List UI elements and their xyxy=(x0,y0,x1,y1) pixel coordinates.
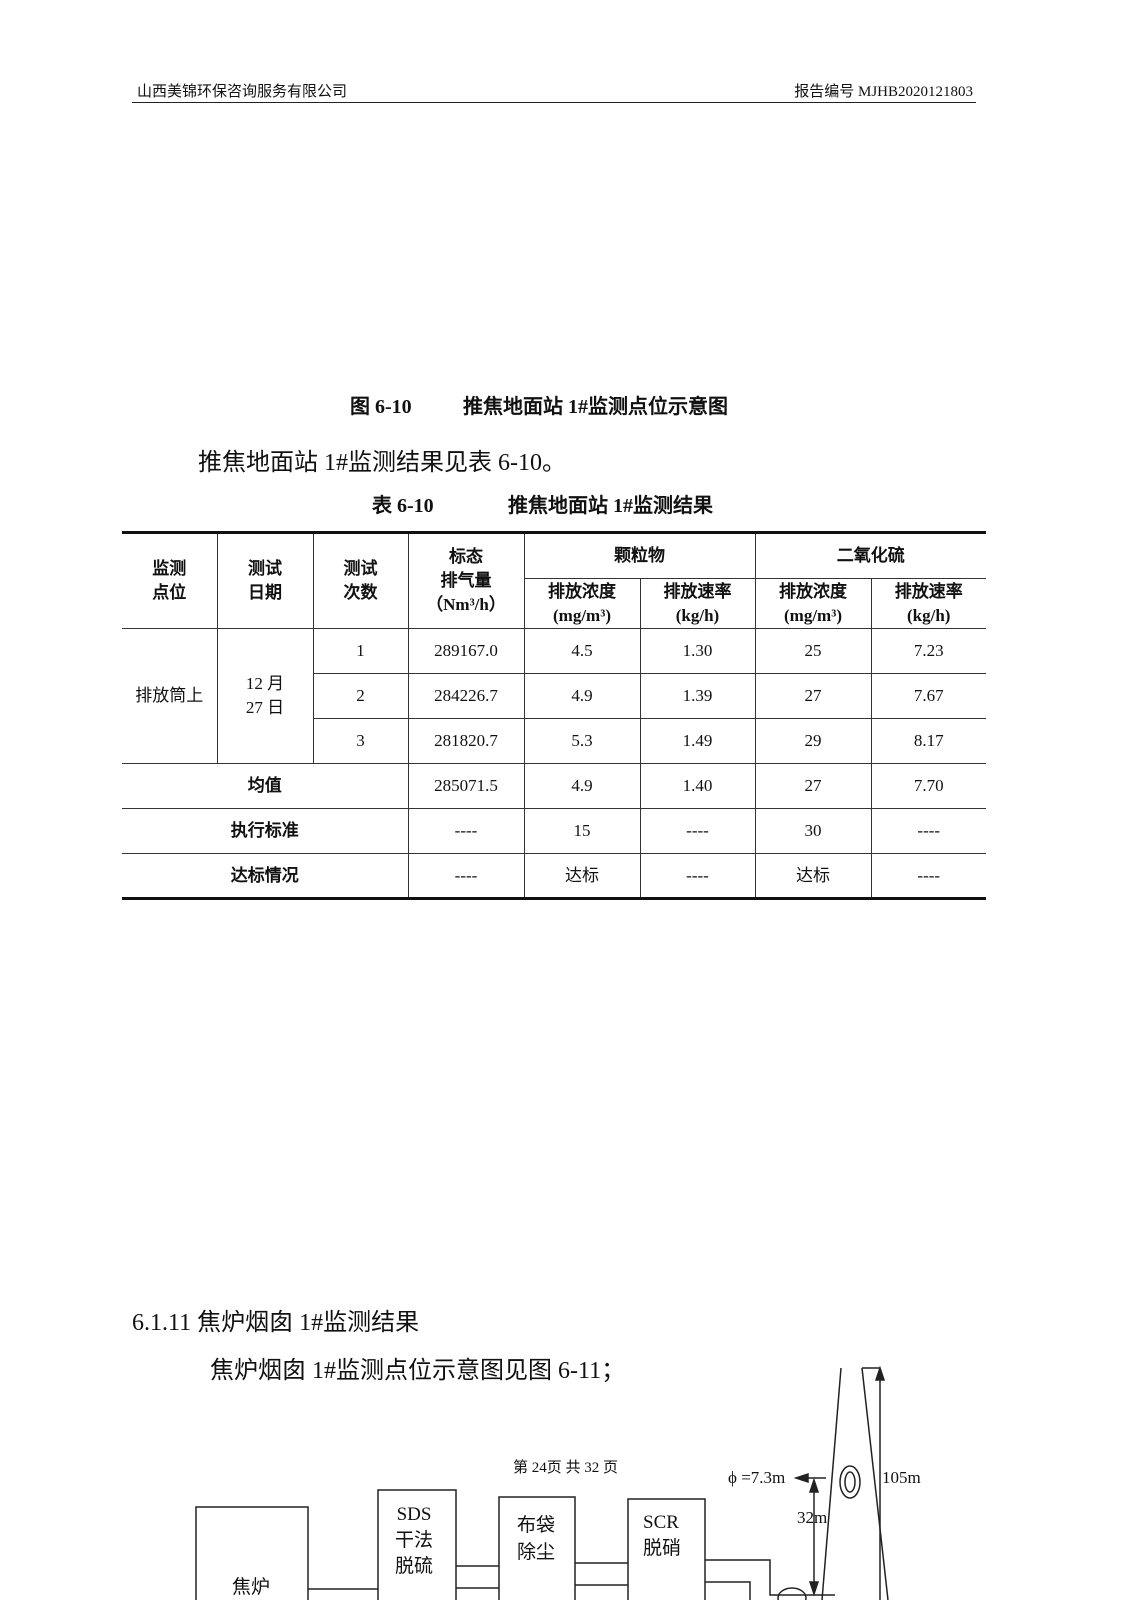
cell: 1.30 xyxy=(639,628,756,674)
oven-box xyxy=(195,1506,309,1600)
header-so2: 二氧化硫 xyxy=(754,532,986,579)
page-number: 第 24页 共 32 页 xyxy=(512,1460,618,1476)
header-so2-conc: 排放浓度 (mg/m³) xyxy=(754,578,872,629)
results-table: 监测 点位 测试 日期 测试 次数 标态 排气量 （Nm³/h） 颗粒物 二氧化硫… xyxy=(122,531,986,900)
label-line: SCR xyxy=(643,1512,679,1533)
arrow-icon xyxy=(793,1472,809,1484)
cell: 7.70 xyxy=(870,763,986,809)
cell-date: 12 月 27 日 xyxy=(216,628,314,764)
cell: 25 xyxy=(754,628,872,674)
header-flow-unit: （Nm³/h） xyxy=(426,595,506,614)
scr-box xyxy=(627,1498,706,1600)
unit: (kg/h) xyxy=(907,605,951,625)
figure-caption-number: 图 6-10 xyxy=(350,396,412,418)
unit: (kg/h) xyxy=(675,605,720,625)
header-point: 监测 点位 xyxy=(122,532,218,629)
cell: 达标 xyxy=(754,853,872,899)
label-line: 除尘 xyxy=(517,1542,556,1563)
cell: ---- xyxy=(870,853,986,899)
height-105-label: 105m xyxy=(882,1468,921,1487)
arrow-icon xyxy=(874,1365,886,1381)
duct xyxy=(705,1581,751,1600)
cell: 4.9 xyxy=(523,763,641,809)
fan-icon xyxy=(777,1587,807,1600)
bag-filter-box xyxy=(498,1496,576,1600)
table-caption-number: 表 6-10 xyxy=(372,495,434,517)
table-row-standard: 执行标准 ---- 15 ---- 30 ---- xyxy=(122,808,986,854)
duct xyxy=(705,1559,835,1596)
header-times: 测试 次数 xyxy=(312,532,409,629)
cell: 8.17 xyxy=(870,718,986,764)
cell: 15 xyxy=(523,808,641,854)
header-flow: 标态 排气量 （Nm³/h） xyxy=(407,532,525,629)
diameter-label: ϕ =7.3m xyxy=(728,1468,786,1487)
table-row-compliance: 达标情况 ---- 达标 ---- 达标 ---- xyxy=(122,853,986,899)
header-pm-rate: 排放速率 (kg/h) xyxy=(639,578,756,629)
label-line: 脱硝 xyxy=(643,1538,682,1559)
cell: ---- xyxy=(407,853,525,899)
cell: 7.67 xyxy=(870,673,986,719)
sds-box xyxy=(377,1489,457,1600)
header-report-number: 报告编号 MJHB2020121803 xyxy=(794,84,973,100)
label: 排放速率 xyxy=(894,581,963,601)
bag-filter-label: 布袋 除尘 xyxy=(517,1512,555,1566)
cell: ---- xyxy=(407,808,525,854)
label-line: SDS xyxy=(396,1504,432,1525)
header-pm-conc: 排放浓度 (mg/m³) xyxy=(524,578,641,629)
table-row: 排放筒上 12 月 27 日 1 289167.0 4.5 1.30 25 7.23 xyxy=(122,628,986,764)
header-so2-rate: 排放速率 (kg/h) xyxy=(870,578,986,629)
table-caption-title: 推焦地面站 1#监测结果 xyxy=(508,495,713,517)
unit: (mg/m³) xyxy=(553,605,611,625)
arrow-icon xyxy=(808,1477,820,1493)
cell: 27 xyxy=(754,763,872,809)
label-line: 布袋 xyxy=(517,1515,556,1536)
sds-label: SDS 干法脱硫 xyxy=(395,1502,433,1580)
cell: 2 xyxy=(313,673,409,719)
label: 排放速率 xyxy=(663,581,732,601)
paragraph: 推焦地面站 1#监测结果见表 6-10。 xyxy=(198,450,566,476)
cell-location: 排放筒上 xyxy=(122,628,218,764)
cell: 7.23 xyxy=(870,628,986,674)
scr-label: SCR 脱硝 xyxy=(643,1510,681,1562)
cell: 5.3 xyxy=(523,718,641,764)
header-rule xyxy=(132,102,976,103)
cell: 1 xyxy=(312,628,409,674)
height-32-label: 32m xyxy=(797,1508,828,1527)
table-row: 2 284226.7 4.9 1.39 27 7.67 xyxy=(122,673,986,719)
label: 排放浓度 xyxy=(779,581,847,601)
label-line: 干法 xyxy=(395,1530,434,1551)
sampling-port-icon xyxy=(839,1465,861,1499)
cell: 1.39 xyxy=(639,673,756,719)
cell: 3 xyxy=(313,718,409,764)
cell-label: 达标情况 xyxy=(122,853,409,899)
section-paragraph: 焦炉烟囱 1#监测点位示意图见图 6-11； xyxy=(210,1358,626,1384)
cell: 30 xyxy=(754,808,872,854)
header-company: 山西美锦环保咨询服务有限公司 xyxy=(137,84,348,100)
unit: (mg/m³) xyxy=(784,605,842,625)
label-line: 脱硫 xyxy=(395,1556,434,1577)
chimney-right-wall xyxy=(861,1367,889,1600)
cell: ---- xyxy=(639,853,756,899)
sampling-port-inner xyxy=(844,1471,856,1493)
cell: 4.9 xyxy=(523,673,641,719)
oven-label: 焦炉 xyxy=(232,1577,271,1598)
cell-label: 均值 xyxy=(122,763,409,809)
arrow-icon xyxy=(808,1581,820,1597)
section-title: 6.1.11 焦炉烟囱 1#监测结果 xyxy=(132,1310,420,1336)
chimney-left-wall xyxy=(821,1367,842,1600)
cell-label: 执行标准 xyxy=(122,808,409,854)
figure-caption-title: 推焦地面站 1#监测点位示意图 xyxy=(463,396,728,418)
cell: 达标 xyxy=(523,853,641,899)
label: 排放浓度 xyxy=(548,581,616,601)
header-flow-label: 标态 排气量 xyxy=(440,547,492,590)
